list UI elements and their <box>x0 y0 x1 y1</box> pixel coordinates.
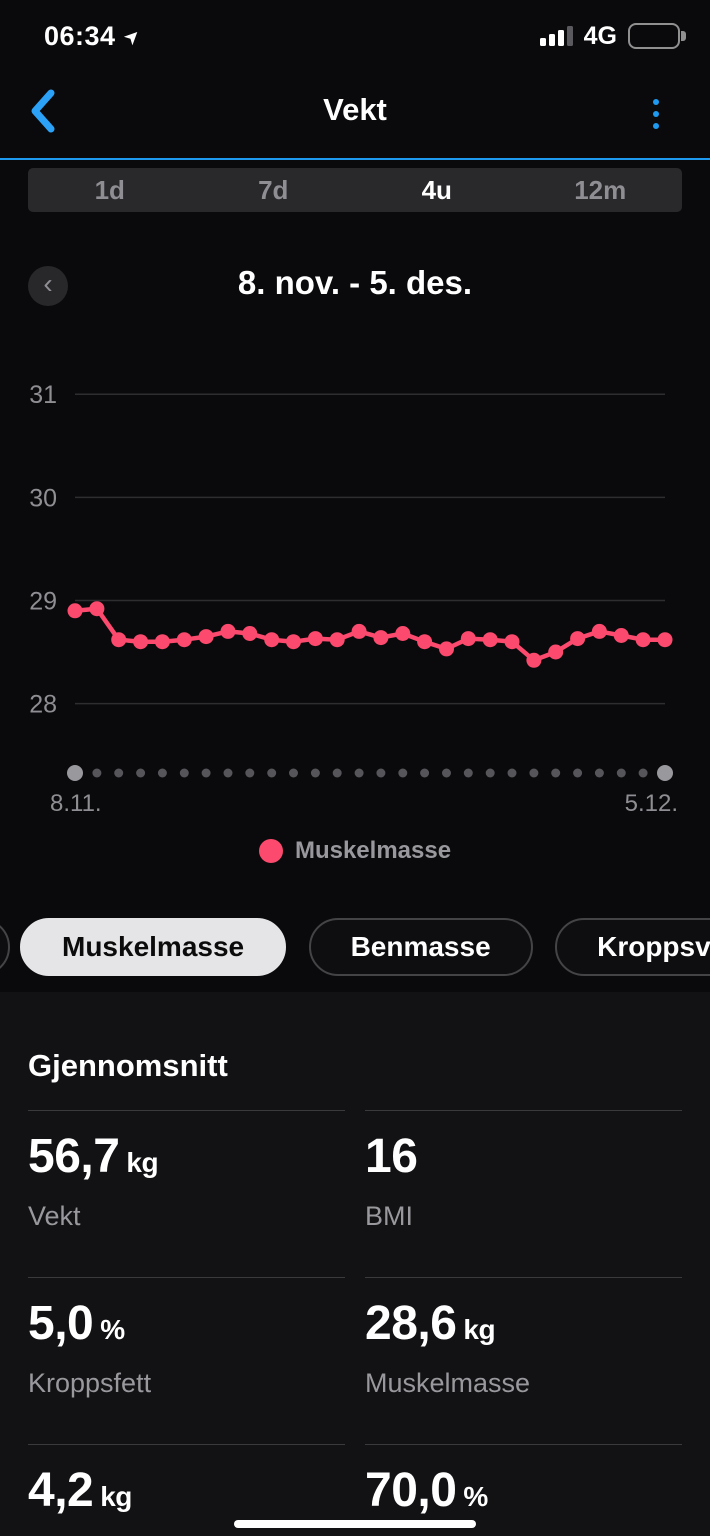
legend-dot-icon <box>258 839 283 863</box>
menu-dots-icon <box>653 99 659 105</box>
back-button[interactable] <box>20 88 64 136</box>
tab-12m[interactable]: 12m <box>574 174 627 205</box>
stat-label: Muskelmasse <box>365 1368 531 1398</box>
stat-label: BMI <box>365 1201 414 1231</box>
time-range-tabbar: 1d 7d 4u 12m <box>28 168 682 212</box>
svg-text:31: 31 <box>29 381 57 409</box>
stat-value: 56,7 kg <box>28 1130 159 1183</box>
chip-muskelmasse[interactable]: Muskelmasse <box>20 918 287 976</box>
tab-7d[interactable]: 7d <box>258 174 289 205</box>
stat-label: Kroppsfett <box>28 1368 152 1398</box>
metric-chips: Muskelmasse Benmasse Kroppsvann <box>0 918 710 978</box>
location-arrow-icon: ➤ <box>119 23 146 50</box>
tab-1d[interactable]: 1d <box>94 174 125 205</box>
signal-strength-icon <box>539 26 573 46</box>
battery-icon <box>628 23 686 49</box>
status-time: 06:34 <box>44 20 116 51</box>
chip-benmasse[interactable]: Benmasse <box>308 918 533 976</box>
status-bar: 06:34 ➤ 4G <box>0 0 710 64</box>
averages-section: Gjennomsnitt 56,7 kg Vekt 16 BMI 5,0% Kro… <box>0 992 710 1536</box>
averages-heading: Gjennomsnitt <box>28 1048 228 1083</box>
stat-value: 5,0% <box>28 1297 125 1350</box>
legend-label: Muskelmasse <box>294 837 452 864</box>
overflow-menu-button[interactable] <box>638 90 674 138</box>
stat-bmi: 16 BMI <box>365 1110 682 1233</box>
back-chevron-icon <box>29 88 55 137</box>
timeline-end-label: 5.12. <box>624 790 678 817</box>
date-nav: ‹ 8. nov. - 5. des. <box>0 254 710 320</box>
chart-legend: Muskelmasse <box>0 836 710 866</box>
timeline-start-label: 8.11. <box>50 790 102 817</box>
timeline-dots <box>67 765 673 781</box>
chart-timeline: 8.11. 5.12. <box>0 758 710 820</box>
weight-chart-svg: 31 30 29 28 <box>29 381 673 719</box>
stat-vekt: 56,7 kg Vekt <box>28 1110 345 1233</box>
home-indicator[interactable] <box>234 1520 476 1528</box>
stat-value: 70,0% <box>365 1464 488 1517</box>
stat-value: 4,2 kg <box>28 1464 132 1517</box>
page-title: Vekt <box>323 92 387 127</box>
chip-kroppsvann[interactable]: Kroppsvann <box>555 918 710 976</box>
chip-partial-left[interactable] <box>0 918 10 976</box>
weight-chart: 31 30 29 28 <box>0 320 710 750</box>
stat-value: 28,6 kg <box>365 1297 496 1350</box>
stat-value: 16 <box>365 1130 418 1183</box>
previous-period-button[interactable]: ‹ <box>28 266 68 306</box>
stat-kroppsfett: 5,0% Kroppsfett <box>28 1277 345 1400</box>
date-range-title: 8. nov. - 5. des. <box>237 264 473 301</box>
stats-grid: 56,7 kg Vekt 16 BMI 5,0% Kroppsfett 28,6 k… <box>28 1110 682 1536</box>
svg-text:28: 28 <box>29 691 57 719</box>
svg-text:30: 30 <box>29 484 57 512</box>
svg-text:29: 29 <box>29 588 57 616</box>
network-type-label: 4G <box>583 21 617 50</box>
nav-header: Vekt <box>0 64 710 160</box>
stat-label: Vekt <box>28 1201 81 1231</box>
tab-4u[interactable]: 4u <box>421 174 452 205</box>
stat-benmasse: 4,2kg Benmasse <box>28 1444 345 1536</box>
stat-muskelmasse: 28,6 kg Muskelmasse <box>365 1277 682 1400</box>
